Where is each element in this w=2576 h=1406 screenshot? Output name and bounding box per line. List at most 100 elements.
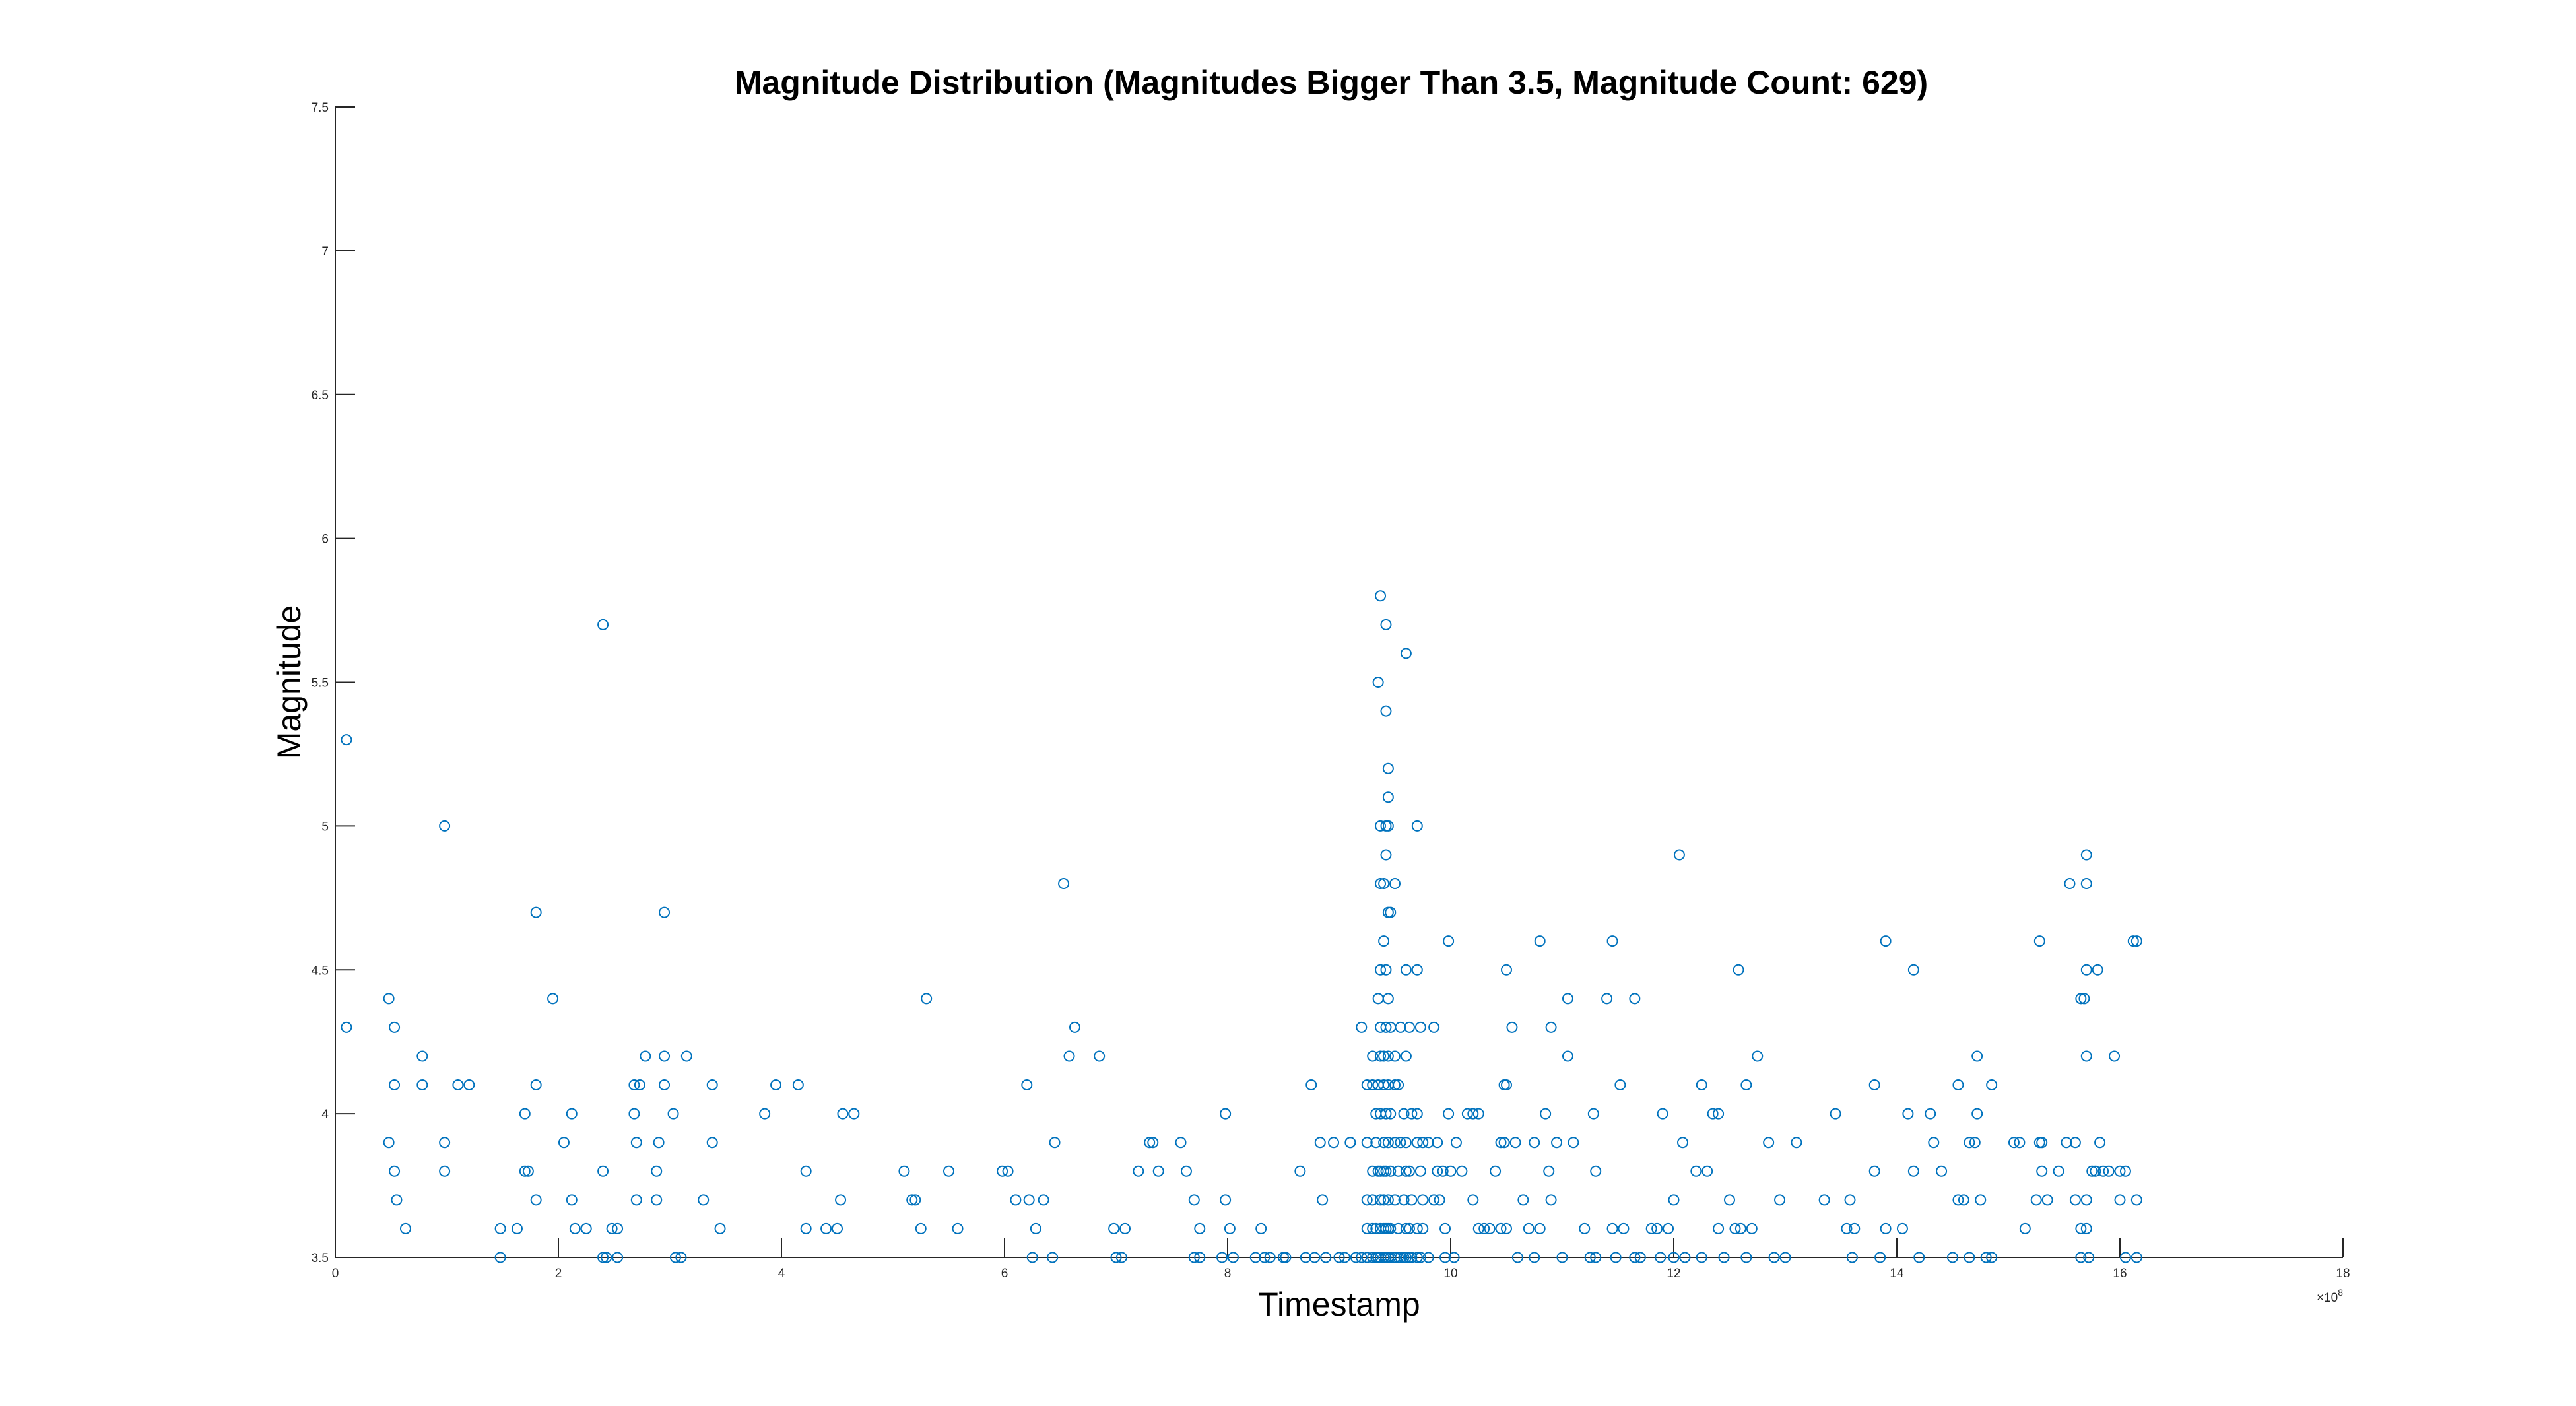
y-tick-label: 6 [321,533,329,547]
data-point [651,1194,663,1206]
data-point [1400,1165,1412,1177]
data-point [835,1194,847,1206]
data-point [1830,1108,1841,1120]
data-point [1367,1050,1379,1062]
data-point [1030,1222,1041,1234]
data-point [659,1079,671,1091]
data-point [1188,1194,1200,1206]
data-point [1380,849,1392,861]
data-point [1432,1137,1443,1149]
data-point [1818,1194,1830,1206]
data-point [530,906,542,918]
data-point [1534,1222,1546,1234]
x-tick-label: 2 [555,1267,562,1281]
data-point [1320,1252,1332,1263]
data-point [800,1222,812,1234]
data-point [2080,1194,2092,1206]
data-point [1395,1252,1406,1263]
plot-axes [335,107,2343,1258]
data-point [2014,1137,2026,1149]
data-point [601,1252,612,1263]
data-point [1002,1165,1014,1177]
data-point [1729,1222,1741,1234]
data-point [1255,1222,1267,1234]
y-axis-ticks: 3.5 4 4.5 5 5.5 6 6.5 7 7.5 [312,101,355,1265]
data-point [1986,1252,1998,1263]
data-point [1584,1252,1596,1263]
data-point [494,1222,506,1234]
data-point [558,1137,570,1149]
data-point [2080,1222,2092,1234]
data-point [2119,1252,2131,1263]
data-point [1010,1194,1022,1206]
data-point [1194,1252,1206,1263]
data-point [1880,935,1892,947]
data-point [1372,993,1384,1005]
data-point [1610,1252,1622,1263]
data-point [1868,1165,1880,1177]
data-point [1501,1222,1512,1234]
data-point [2109,1050,2121,1062]
data-point [1194,1222,1206,1234]
data-point [1378,1137,1390,1149]
data-point [1378,1050,1390,1062]
data-point [1389,1079,1401,1091]
data-point [1356,1252,1368,1263]
data-point [1380,705,1392,717]
data-point [1406,1108,1418,1120]
data-point [1472,1108,1484,1120]
data-point [1414,1021,1426,1033]
data-point [1614,1079,1626,1091]
data-point [628,1108,640,1120]
data-point [416,1079,428,1091]
x-tick-label: 8 [1224,1267,1232,1281]
data-point [519,1108,531,1120]
data-point [2083,1252,2095,1263]
data-point [1980,1252,1992,1263]
data-point [1380,1021,1392,1033]
data-point [1679,1252,1691,1263]
data-point [1849,1222,1861,1234]
data-point [1361,1222,1373,1234]
data-point [1740,1252,1752,1263]
data-point [898,1165,910,1177]
data-point [1049,1137,1061,1149]
data-point [1398,1194,1410,1206]
data-point [1928,1137,1940,1149]
data-point [2127,935,2139,947]
data-point [1880,1222,1892,1234]
data-point [1382,1050,1394,1062]
data-point [921,993,933,1005]
data-point [1545,1021,1557,1033]
x-tick-label: 14 [1890,1267,1904,1281]
data-point [1361,1252,1373,1263]
y-axis-title: Magnitude [271,605,308,760]
data-point [1590,1252,1602,1263]
data-point [1382,762,1394,774]
data-point [2130,1194,2142,1206]
data-point [1417,1194,1429,1206]
data-point [1936,1165,1948,1177]
data-point [1971,1050,1983,1062]
data-point [1305,1079,1317,1091]
data-point [1534,935,1546,947]
x-axis-ticks: 0 2 4 6 8 10 12 14 16 18 [332,1238,2350,1281]
data-point [1445,1165,1457,1177]
data-point [2036,1165,2048,1177]
data-point [1400,1050,1412,1062]
data-point [2080,1050,2092,1062]
data-point [1690,1165,1702,1177]
data-point [511,1222,523,1234]
data-point [2090,1165,2101,1177]
data-point [714,1222,726,1234]
data-point [1947,1252,1958,1263]
data-point [1328,1137,1340,1149]
data-point [1344,1137,1356,1149]
data-point [1047,1252,1059,1263]
x-tick-label: 10 [1443,1267,1457,1281]
data-point [1501,964,1512,976]
data-point [1382,1137,1394,1149]
data-point [1498,1137,1510,1149]
data-point [1634,1252,1646,1263]
